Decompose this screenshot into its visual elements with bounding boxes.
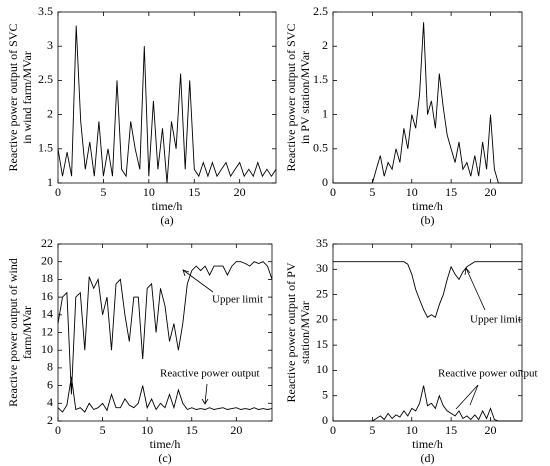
x-tick-label: 20 xyxy=(234,185,246,199)
y-axis-label: station/MVar xyxy=(298,301,312,364)
y-tick-label: 16 xyxy=(41,289,53,303)
caption: (c) xyxy=(158,451,171,465)
x-tick-label: 15 xyxy=(186,423,198,437)
y-tick-label: 1.5 xyxy=(313,72,328,86)
series-line xyxy=(57,261,273,395)
y-tick-label: 25 xyxy=(316,286,328,300)
plot-frame xyxy=(57,11,277,184)
y-axis-label: in PV station/MVar xyxy=(298,51,312,144)
series-line xyxy=(57,25,277,184)
annotation-arrow xyxy=(465,267,486,311)
caption: (a) xyxy=(160,213,173,227)
x-tick-label: 20 xyxy=(485,185,497,199)
x-axis-label: time/h xyxy=(152,199,183,213)
plot-frame xyxy=(332,11,523,184)
y-tick-label: 12 xyxy=(41,324,53,338)
x-tick-label: 15 xyxy=(188,185,200,199)
annotation: Reactive power output xyxy=(438,368,538,380)
y-tick-label: 15 xyxy=(316,337,328,351)
y-tick-label: 2 xyxy=(47,106,53,120)
y-tick-label: 35 xyxy=(316,236,328,250)
arrow-head xyxy=(201,398,209,405)
y-tick-label: 3 xyxy=(47,38,53,52)
x-tick-label: 0 xyxy=(55,185,61,199)
caption: (b) xyxy=(421,213,435,227)
y-tick-label: 20 xyxy=(41,253,53,267)
x-axis-label: time/h xyxy=(150,437,181,451)
x-axis-label: time/h xyxy=(412,199,443,213)
x-tick-label: 20 xyxy=(485,423,497,437)
y-tick-label: 1.5 xyxy=(38,141,53,155)
annotation-arrow xyxy=(204,383,208,405)
annotation-arrow xyxy=(455,384,479,410)
x-tick-label: 10 xyxy=(406,423,418,437)
x-tick-label: 0 xyxy=(55,423,61,437)
y-tick-label: 1 xyxy=(322,106,328,120)
y-tick-label: 4 xyxy=(47,395,53,409)
y-tick-label: 18 xyxy=(41,271,53,285)
annotations xyxy=(182,267,486,410)
y-tick-label: 5 xyxy=(322,387,328,401)
x-tick-label: 20 xyxy=(230,423,242,437)
y-tick-label: 10 xyxy=(316,362,328,376)
caption: (d) xyxy=(421,451,435,465)
y-axis-label: in wind farm/MVar xyxy=(20,51,34,144)
y-tick-label: 14 xyxy=(41,307,53,321)
y-tick-label: 3.5 xyxy=(38,4,53,18)
x-tick-label: 5 xyxy=(369,185,375,199)
x-tick-label: 5 xyxy=(100,423,106,437)
y-axis-label: Reactive power output of wind xyxy=(6,258,20,407)
plot-frame xyxy=(332,243,523,422)
series-line xyxy=(333,261,522,318)
x-tick-label: 15 xyxy=(445,423,457,437)
annotation: Upper limit xyxy=(470,314,521,326)
x-tick-label: 5 xyxy=(369,423,375,437)
y-tick-label: 2.5 xyxy=(38,72,53,86)
x-tick-label: 15 xyxy=(445,185,457,199)
series-line xyxy=(333,385,522,422)
annotation: Upper limit xyxy=(212,294,263,306)
series-line xyxy=(57,376,273,413)
x-tick-label: 5 xyxy=(100,185,106,199)
x-axis-label: time/h xyxy=(412,437,443,451)
y-axis-label: Reactive power output of PV xyxy=(284,262,298,402)
y-tick-label: 20 xyxy=(316,312,328,326)
y-tick-label: 0 xyxy=(322,413,328,427)
y-tick-label: 1 xyxy=(47,175,53,189)
y-axis-label: farm/MVar xyxy=(20,306,34,359)
annotation-arrow xyxy=(182,269,214,293)
y-tick-label: 30 xyxy=(316,261,328,275)
y-tick-label: 0 xyxy=(322,175,328,189)
y-tick-label: 2 xyxy=(47,413,53,427)
annotation-arrow xyxy=(469,384,479,406)
x-tick-label: 10 xyxy=(143,185,155,199)
x-tick-label: 10 xyxy=(406,185,418,199)
x-tick-label: 0 xyxy=(330,423,336,437)
x-tick-label: 0 xyxy=(330,185,336,199)
y-tick-label: 22 xyxy=(41,236,53,250)
annotation: Reactive power output xyxy=(160,368,260,380)
y-axis-label: Reactive power output of SVC xyxy=(6,24,20,172)
y-tick-label: 2.5 xyxy=(313,4,328,18)
x-tick-label: 10 xyxy=(141,423,153,437)
y-axis-label: Reactive power output of SVC xyxy=(284,24,298,172)
y-tick-label: 10 xyxy=(41,342,53,356)
y-tick-label: 0.5 xyxy=(313,141,328,155)
arrow-head xyxy=(182,269,190,277)
plot-frame xyxy=(57,243,273,422)
y-tick-label: 8 xyxy=(47,360,53,374)
series-line xyxy=(333,22,522,184)
y-tick-label: 6 xyxy=(47,377,53,391)
y-tick-label: 2 xyxy=(322,38,328,52)
